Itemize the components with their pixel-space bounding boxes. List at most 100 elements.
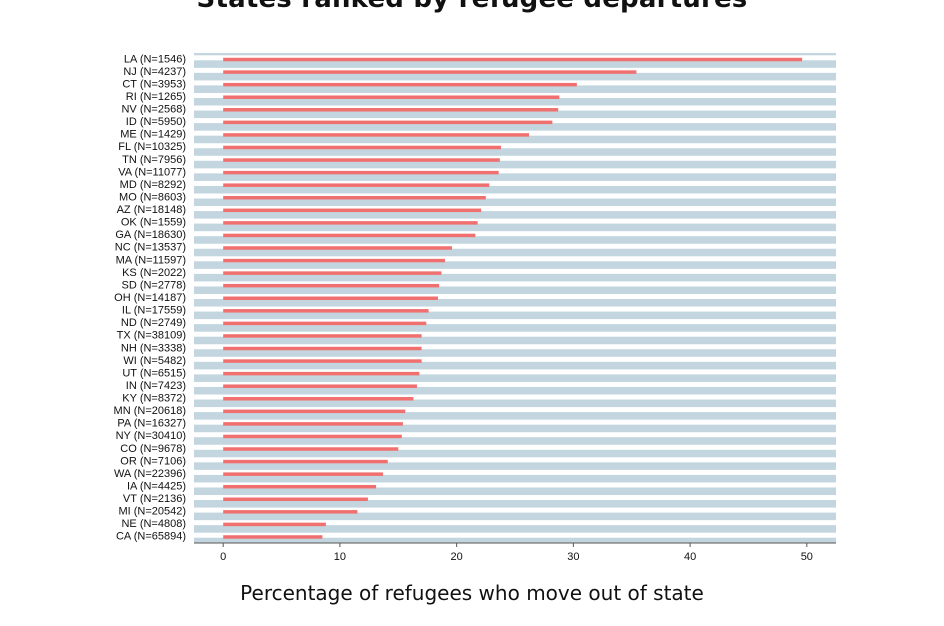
y-tick-label: IA (N=4425) — [127, 480, 186, 492]
bar — [223, 183, 490, 187]
row-separator — [194, 243, 836, 249]
bar — [223, 397, 414, 401]
y-tick-label: TX (N=38109) — [117, 330, 186, 342]
x-tick-label: 10 — [334, 551, 346, 563]
row-separator — [194, 356, 836, 362]
row-separator — [194, 218, 836, 224]
bar — [223, 346, 422, 351]
row-separator — [194, 457, 836, 463]
row-separator — [194, 469, 836, 475]
y-tick-label: WI (N=5482) — [123, 355, 186, 367]
bar — [223, 82, 577, 87]
y-tick-label: KY (N=8372) — [122, 393, 186, 405]
row-separator — [194, 168, 836, 174]
bar — [223, 145, 501, 150]
row-separator — [194, 432, 836, 438]
bar — [223, 309, 429, 313]
bar — [223, 371, 420, 376]
bar — [223, 271, 442, 275]
y-tick-label: PA (N=16327) — [117, 418, 186, 430]
row-separator — [194, 394, 836, 400]
row-separator — [194, 444, 836, 450]
bar — [223, 484, 377, 489]
y-tick-label: SD (N=2778) — [121, 279, 186, 291]
bar — [223, 170, 499, 175]
row-separator — [194, 532, 836, 538]
y-tick-label: NC (N=13537) — [115, 242, 186, 254]
y-tick-label: OR (N=7106) — [120, 455, 186, 467]
y-tick-label: VA (N=11077) — [118, 166, 186, 178]
row-separator — [194, 268, 836, 274]
y-tick-label: IL (N=17559) — [122, 305, 186, 317]
y-tick-label: ID (N=5950) — [126, 116, 186, 128]
y-tick-label: IN (N=7423) — [126, 380, 186, 392]
y-tick-label: WA (N=22396) — [114, 468, 186, 480]
x-tick-label: 0 — [220, 551, 226, 563]
bar — [223, 158, 500, 162]
bar — [223, 233, 476, 238]
bar — [223, 258, 445, 263]
row-separator — [194, 482, 836, 488]
bar — [223, 120, 553, 125]
y-tick-label: VT (N=2136) — [123, 493, 186, 505]
bar — [223, 447, 399, 451]
bar — [223, 535, 323, 539]
bar — [223, 384, 417, 388]
row-separator — [194, 143, 836, 149]
y-tick-label: MI (N=20542) — [118, 506, 186, 518]
row-separator — [194, 180, 836, 186]
chart-title: States ranked by refugee departures — [0, 0, 944, 14]
bar — [223, 334, 422, 338]
y-tick-label: CA (N=65894) — [116, 531, 186, 543]
bar — [223, 497, 368, 502]
row-separator — [194, 344, 836, 350]
bar — [223, 321, 427, 326]
bar — [223, 195, 486, 200]
y-tick-label: RI (N=1265) — [126, 91, 186, 103]
bar — [223, 459, 388, 464]
row-separator — [194, 294, 836, 299]
bar — [223, 208, 482, 213]
y-tick-label: NJ (N=4237) — [123, 66, 186, 78]
x-tick-label: 20 — [451, 551, 463, 563]
row-separator — [194, 419, 836, 425]
bar — [223, 246, 452, 250]
bar — [223, 472, 384, 476]
row-separator — [194, 520, 836, 526]
bar — [223, 359, 422, 363]
y-tick-label: CT (N=3953) — [122, 78, 186, 90]
y-tick-label: CO (N=9678) — [120, 443, 186, 455]
y-tick-label: LA (N=1546) — [124, 53, 186, 65]
y-tick-label: NH (N=3338) — [121, 342, 186, 354]
row-separator — [194, 206, 836, 212]
row-separator — [194, 381, 836, 387]
bar — [223, 95, 560, 99]
y-tick-label: MO (N=8603) — [119, 191, 186, 203]
bar — [223, 296, 438, 300]
row-separator — [194, 407, 836, 413]
bar — [223, 409, 406, 414]
bar — [223, 221, 478, 225]
x-tick-label: 50 — [801, 551, 813, 563]
y-tick-label: TN (N=7956) — [122, 154, 186, 166]
bar — [223, 283, 440, 288]
bar — [223, 434, 402, 439]
row-separator — [194, 369, 836, 375]
y-tick-label: UT (N=6515) — [122, 367, 186, 379]
y-tick-label: NV (N=2568) — [121, 104, 186, 116]
y-tick-label: GA (N=18630) — [115, 229, 186, 241]
y-tick-label: FL (N=10325) — [118, 141, 186, 153]
y-tick-label: KS (N=2022) — [122, 267, 186, 279]
y-tick-label: MA (N=11597) — [116, 254, 186, 266]
row-separator — [194, 331, 836, 337]
y-tick-label: OH (N=14187) — [114, 292, 186, 304]
y-tick-label: ND (N=2749) — [121, 317, 186, 329]
y-tick-label: NE (N=4808) — [121, 518, 186, 530]
row-separator — [194, 495, 836, 501]
row-separator — [194, 281, 836, 287]
row-separator — [194, 507, 836, 513]
bar — [223, 522, 326, 527]
row-separator — [194, 256, 836, 262]
bar — [223, 422, 403, 426]
